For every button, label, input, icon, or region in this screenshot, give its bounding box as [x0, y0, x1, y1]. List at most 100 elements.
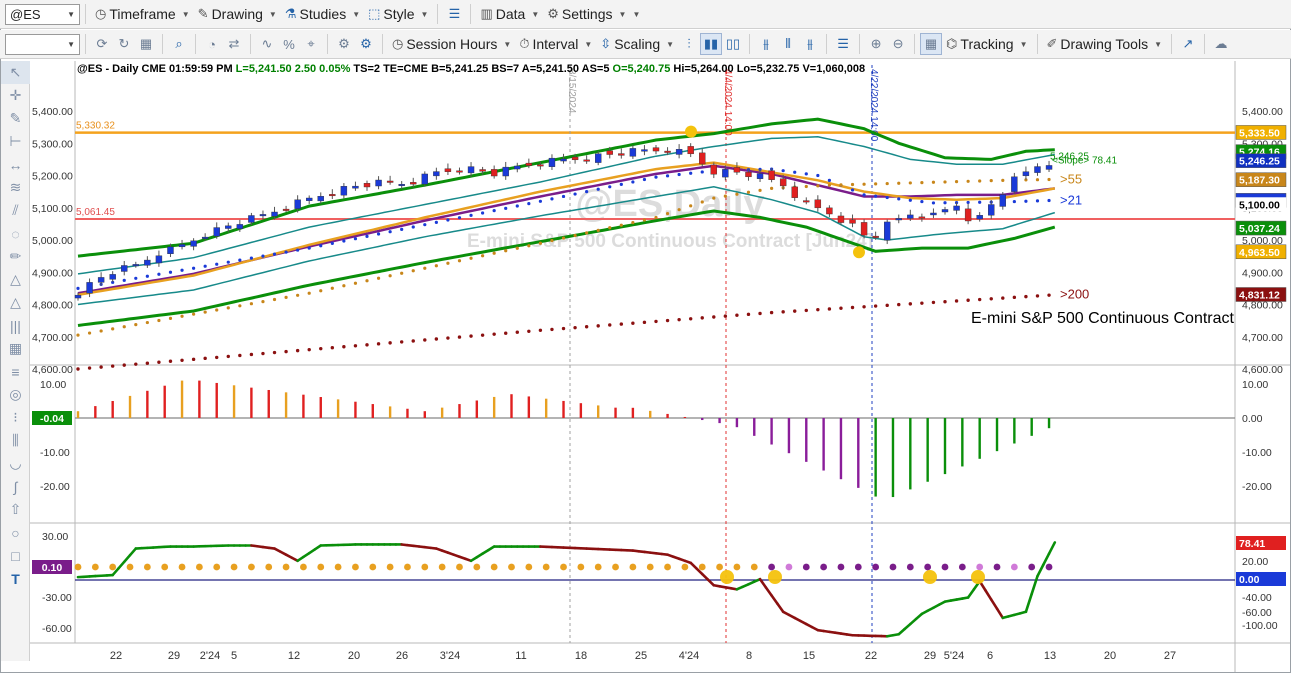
hollow-candle-icon[interactable]: ▯▯ [722, 33, 744, 55]
lines-icon[interactable]: ≡ [1, 360, 30, 383]
percent-icon[interactable]: % [278, 33, 300, 55]
ma200-dot [654, 320, 657, 323]
slope-label: <Slope> [1052, 155, 1089, 166]
pencil-icon[interactable]: ✏ [1, 245, 30, 268]
osc-right-tick: -100.00 [1242, 620, 1278, 632]
grid-icon[interactable]: ▦ [1, 337, 30, 360]
arc-icon[interactable]: ◡ [1, 452, 30, 475]
settings-small-icon[interactable]: ⚙ [333, 33, 355, 55]
zoom-in-icon[interactable]: ⊕ [865, 33, 887, 55]
candlestick-icon[interactable]: ▮▮ [700, 33, 722, 55]
price-tag-text: 5,187.30 [1239, 175, 1280, 187]
bars-icon[interactable]: ⫴ [777, 33, 799, 55]
studies-label: Studies [300, 6, 347, 22]
text-icon[interactable]: T [1, 567, 30, 590]
triangle-alt-icon[interactable]: △ [1, 291, 30, 314]
cycle-icon[interactable]: ⫼ [1, 429, 30, 452]
cloud-icon[interactable]: ☁ [1210, 33, 1232, 55]
ma21-dot [1047, 199, 1050, 202]
wave-icon[interactable]: ∿ [256, 33, 278, 55]
bear-candle [688, 146, 694, 153]
studies-menu[interactable]: ⚗ Studies ▼ [281, 2, 364, 26]
interval-menu[interactable]: ⏱ Interval ▼ [515, 32, 596, 56]
osc-signal-marker [923, 570, 937, 584]
layout-icon[interactable]: ☰ [443, 3, 465, 25]
hist-bar [372, 404, 374, 418]
ellipse-icon[interactable]: ○ [1, 521, 30, 544]
triangle-icon[interactable]: △ [1, 268, 30, 291]
drawing-tools-label: Drawing Tools [1060, 36, 1148, 52]
osc-signal-marker [971, 570, 985, 584]
ma21-dot [423, 223, 426, 226]
scaling-menu[interactable]: ⇳ Scaling ▼ [596, 32, 678, 56]
grid-icon[interactable]: ▦ [135, 33, 157, 55]
gauge-icon[interactable]: ◔ [201, 33, 223, 55]
ma200-dot [469, 334, 472, 337]
ma200-dot [123, 363, 126, 366]
osc-signal-marker [768, 570, 782, 584]
refresh-icon[interactable]: ⟳ [91, 33, 113, 55]
pin-icon[interactable]: ⌖ [300, 33, 322, 55]
hist-bar [111, 401, 113, 418]
settings-menu[interactable]: ⚙ Settings ▼ [543, 2, 630, 26]
zoom-table-icon[interactable]: ⌕ [168, 33, 190, 55]
overflow-chevron-icon[interactable]: ▼ [632, 10, 640, 19]
bars-alt-icon[interactable]: ⫵ [799, 33, 821, 55]
ruler-icon[interactable]: ⊢ [1, 130, 30, 153]
drawing-label: Drawing [212, 6, 263, 22]
horizontal-arrows-icon[interactable]: ↔ [1, 153, 30, 176]
right-price-tick: 4,900.00 [1242, 267, 1283, 279]
dots-icon[interactable]: ⁝ [1, 406, 30, 429]
bar-style-icon[interactable]: ⫶ [678, 33, 700, 55]
curve-icon[interactable]: ∫ [1, 475, 30, 498]
arrow-icon[interactable]: ⇧ [1, 498, 30, 521]
style-menu[interactable]: ⬚ Style ▼ [364, 2, 432, 26]
ma21-dot [204, 265, 207, 268]
data-menu[interactable]: ▥ Data ▼ [476, 2, 543, 26]
tracking-menu[interactable]: ⌬ Tracking ▼ [942, 32, 1031, 56]
data-table-icon[interactable]: ▦ [920, 33, 942, 55]
ma200-dot [874, 304, 877, 307]
bull-candle [191, 241, 197, 247]
ma200-dot [990, 297, 993, 300]
drawing-tools-menu[interactable]: ✐ Drawing Tools ▼ [1043, 32, 1167, 56]
ma21-dot [215, 263, 218, 266]
layout-icon[interactable]: ☰ [832, 33, 854, 55]
chevron-down-icon: ▼ [503, 40, 511, 49]
bars-icon[interactable]: ||| [1, 314, 30, 337]
period-selector[interactable]: ▼ [5, 34, 80, 55]
bull-candle [341, 186, 347, 195]
ma200-dot [735, 314, 738, 317]
session-hours-menu[interactable]: ◷ Session Hours ▼ [388, 32, 515, 56]
wrench-icon[interactable]: ✎ [1, 107, 30, 130]
hist-bar [406, 409, 408, 418]
ma200-dot [273, 351, 276, 354]
timeframe-menu[interactable]: ◷ Timeframe ▼ [91, 2, 194, 26]
ma55-dot [446, 262, 449, 265]
hist-bar [441, 408, 443, 418]
toolbar-divider [749, 34, 750, 54]
channel-icon[interactable]: ⫽ [1, 199, 30, 222]
ma200-dot [886, 304, 889, 307]
ma55-dot [666, 212, 669, 215]
drawing-menu[interactable]: ✎ Drawing ▼ [194, 2, 281, 26]
ma200-dot [203, 357, 206, 360]
ohlc-icon[interactable]: ⫵ [755, 33, 777, 55]
symbol-selector[interactable]: @ES ▼ [5, 4, 80, 25]
bear-candle [584, 160, 590, 162]
ma21-dot [365, 235, 368, 238]
bear-candle [826, 208, 832, 214]
config-icon[interactable]: ⚙ [355, 33, 377, 55]
spiral-icon[interactable]: ◎ [1, 383, 30, 406]
rectangle-icon[interactable]: □ [1, 544, 30, 567]
fibonacci-icon[interactable]: ≋ [1, 176, 30, 199]
gann-icon[interactable]: ◌ [1, 222, 30, 245]
spread-icon[interactable]: ⇄ [223, 33, 245, 55]
pointer-icon[interactable]: ↖ [1, 61, 30, 84]
zoom-out-icon[interactable]: ⊖ [887, 33, 909, 55]
crosshair-icon[interactable]: ✛ [1, 84, 30, 107]
reload-icon[interactable]: ↻ [113, 33, 135, 55]
ma200-dot [851, 306, 854, 309]
trend-icon[interactable]: ↗ [1177, 33, 1199, 55]
